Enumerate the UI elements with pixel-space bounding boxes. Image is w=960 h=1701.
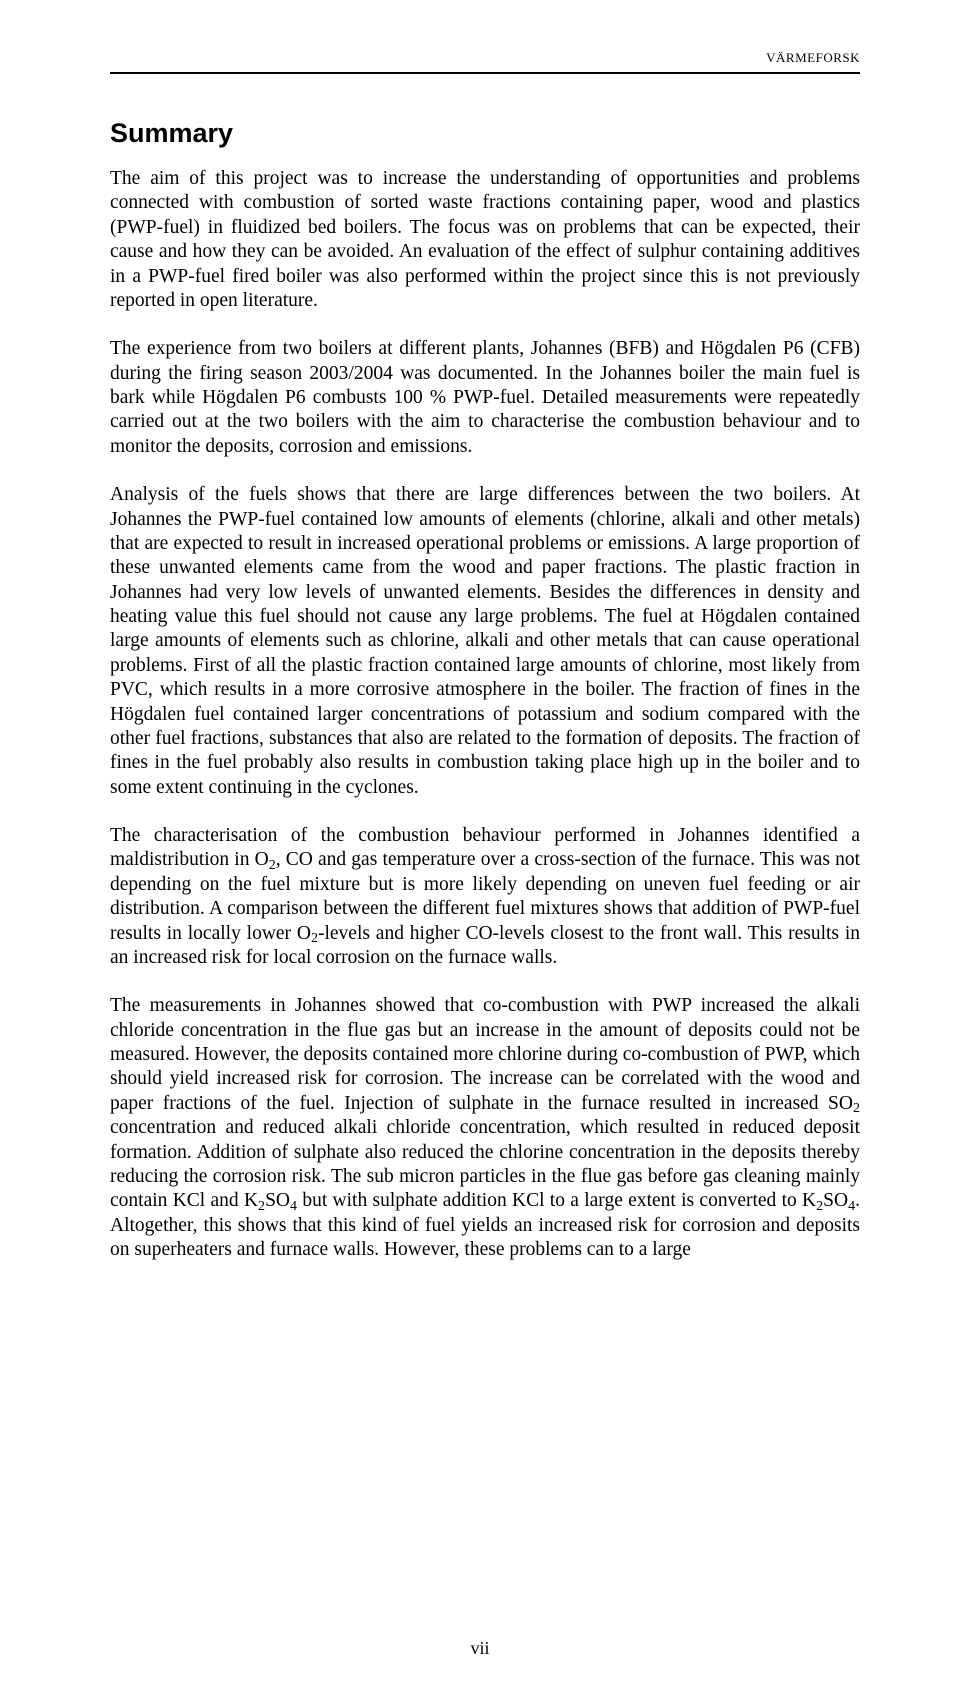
text-run: The measurements in Johannes showed that…: [110, 995, 860, 1114]
body-paragraph: The characterisation of the combustion b…: [110, 824, 860, 970]
body-paragraph: The experience from two boilers at diffe…: [110, 337, 860, 459]
page-title: Summary: [110, 118, 860, 149]
body-paragraph: The measurements in Johannes showed that…: [110, 994, 860, 1262]
subscript: 2: [269, 857, 276, 873]
text-run: but with sulphate addition KCl to a larg…: [297, 1190, 816, 1211]
body-paragraph: The aim of this project was to increase …: [110, 167, 860, 313]
page-number: vii: [0, 1638, 960, 1659]
subscript: 2: [853, 1100, 860, 1116]
header-brand: VÄRMEFORSK: [110, 50, 860, 66]
subscript: 4: [848, 1198, 855, 1214]
subscript: 2: [258, 1198, 265, 1214]
page: VÄRMEFORSK Summary The aim of this proje…: [0, 0, 960, 1701]
subscript: 2: [816, 1198, 823, 1214]
body-paragraph: Analysis of the fuels shows that there a…: [110, 483, 860, 800]
subscript: 2: [311, 930, 318, 946]
header-rule: [110, 72, 860, 74]
text-run: SO: [265, 1190, 290, 1211]
text-run: SO: [823, 1190, 848, 1211]
subscript: 4: [290, 1198, 297, 1214]
